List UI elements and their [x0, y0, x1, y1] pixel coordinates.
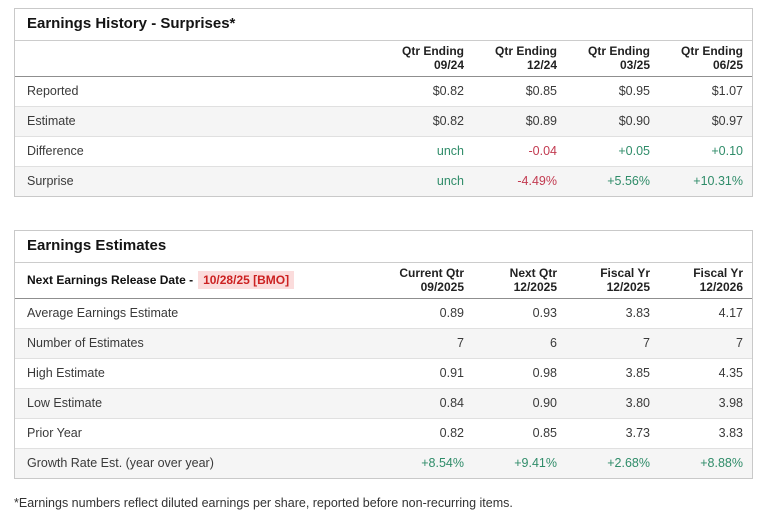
- earnings-footnote: *Earnings numbers reflect diluted earnin…: [14, 496, 513, 510]
- cell-value: $0.95: [618, 84, 650, 98]
- row-label: High Estimate: [15, 358, 380, 389]
- cell-value: $0.82: [432, 84, 464, 98]
- earnings-estimates-table: Next Earnings Release Date - 10/28/25 [BM…: [15, 263, 752, 478]
- cell-value: 7: [659, 328, 752, 359]
- cell-value: +9.41%: [473, 448, 566, 478]
- earnings-history-title: Earnings History - Surprises*: [15, 9, 752, 41]
- cell-value: -0.04: [473, 136, 566, 167]
- cell-value: +2.68%: [566, 448, 659, 478]
- table-row: Difference unch -0.04 +0.05 +0.10: [15, 136, 752, 167]
- row-label: Surprise: [15, 166, 380, 196]
- table-row: Surprise unch -4.49% +5.56% +10.31%: [15, 166, 752, 196]
- cell-value: 6: [473, 328, 566, 359]
- table-row: Growth Rate Est. (year over year) +8.54% +…: [15, 448, 752, 478]
- next-earnings-release: Next Earnings Release Date - 10/28/25 [BM…: [15, 263, 380, 299]
- table-row: Prior Year 0.82 0.85 3.73 3.83: [15, 418, 752, 449]
- cell-value: +5.56%: [566, 166, 659, 196]
- cell-value: 4.17: [718, 306, 743, 320]
- column-header: Fiscal Yr 12/2026: [659, 263, 752, 299]
- row-label: Low Estimate: [15, 388, 380, 419]
- column-header: Qtr Ending 09/24: [380, 41, 473, 77]
- cell-value: unch: [380, 136, 473, 167]
- cell-value: 0.82: [380, 418, 473, 449]
- column-header: Qtr Ending 03/25: [566, 41, 659, 77]
- table-row: Reported $0.82 $0.85 $0.95 $1.07: [15, 77, 752, 107]
- cell-value: 0.89: [439, 306, 464, 320]
- cell-value: 7: [380, 328, 473, 359]
- column-header: Qtr Ending 06/25: [659, 41, 752, 77]
- table-row: Average Earnings Estimate 0.89 0.93 3.83 4.1…: [15, 299, 752, 329]
- cell-value: 3.85: [566, 358, 659, 389]
- table-row: Low Estimate 0.84 0.90 3.80 3.98: [15, 388, 752, 419]
- cell-value: 3.80: [566, 388, 659, 419]
- cell-value: +8.88%: [659, 448, 752, 478]
- cell-value: $0.90: [566, 106, 659, 137]
- row-label: Average Earnings Estimate: [27, 306, 179, 320]
- cell-value: 0.93: [532, 306, 557, 320]
- column-header: Next Qtr 12/2025: [473, 263, 566, 299]
- cell-value: 0.91: [380, 358, 473, 389]
- table-row: High Estimate 0.91 0.98 3.85 4.35: [15, 358, 752, 389]
- row-label: Estimate: [15, 106, 380, 137]
- cell-value: 0.98: [473, 358, 566, 389]
- cell-value: 4.35: [659, 358, 752, 389]
- cell-value: 0.85: [473, 418, 566, 449]
- row-label: Prior Year: [15, 418, 380, 449]
- cell-value: 3.73: [566, 418, 659, 449]
- cell-value: $0.82: [380, 106, 473, 137]
- column-header-row: Next Earnings Release Date - 10/28/25 [BM…: [15, 263, 752, 299]
- earnings-history-table: Qtr Ending 09/24 Qtr Ending 12/24 Qtr Endi…: [15, 41, 752, 196]
- earnings-history-card: Earnings History - Surprises* Qtr Ending…: [14, 8, 753, 197]
- earnings-estimates-body: Average Earnings Estimate 0.89 0.93 3.83 4.1…: [15, 299, 752, 478]
- column-header: Qtr Ending 12/24: [473, 41, 566, 77]
- cell-value: 3.83: [625, 306, 650, 320]
- row-label: Reported: [27, 84, 79, 98]
- cell-value: 0.84: [380, 388, 473, 419]
- header-spacer: [15, 41, 380, 77]
- row-label: Growth Rate Est. (year over year): [15, 448, 380, 478]
- cell-value: 3.98: [659, 388, 752, 419]
- cell-value: +0.05: [566, 136, 659, 167]
- cell-value: 7: [566, 328, 659, 359]
- cell-value: 0.90: [473, 388, 566, 419]
- cell-value: $1.07: [711, 84, 743, 98]
- column-header: Fiscal Yr 12/2025: [566, 263, 659, 299]
- cell-value: 3.83: [659, 418, 752, 449]
- cell-value: $0.89: [473, 106, 566, 137]
- table-row: Estimate $0.82 $0.89 $0.90 $0.97: [15, 106, 752, 137]
- table-row: Number of Estimates 7 6 7 7: [15, 328, 752, 359]
- earnings-history-body: Reported $0.82 $0.85 $0.95 $1.07 Estimate $0.8…: [15, 77, 752, 196]
- row-label: Number of Estimates: [15, 328, 380, 359]
- cell-value: +0.10: [659, 136, 752, 167]
- cell-value: $0.85: [525, 84, 557, 98]
- cell-value: -4.49%: [473, 166, 566, 196]
- release-date-label: Next Earnings Release Date -: [27, 273, 194, 287]
- cell-value: unch: [380, 166, 473, 196]
- row-label: Difference: [15, 136, 380, 167]
- cell-value: +10.31%: [659, 166, 752, 196]
- release-date-badge: 10/28/25 [BMO]: [198, 271, 295, 289]
- earnings-estimates-card: Earnings Estimates Next Earnings Release…: [14, 230, 753, 479]
- column-header-row: Qtr Ending 09/24 Qtr Ending 12/24 Qtr Endi…: [15, 41, 752, 77]
- column-header: Current Qtr 09/2025: [380, 263, 473, 299]
- cell-value: +8.54%: [380, 448, 473, 478]
- cell-value: $0.97: [659, 106, 752, 137]
- earnings-estimates-title: Earnings Estimates: [15, 231, 752, 263]
